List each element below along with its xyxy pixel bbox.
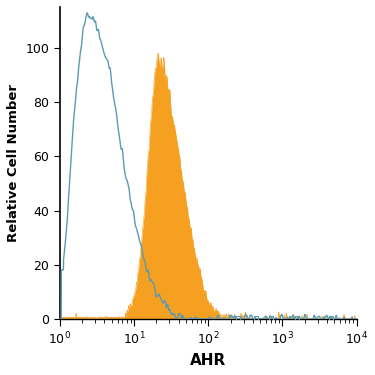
X-axis label: AHR: AHR bbox=[190, 353, 226, 368]
Y-axis label: Relative Cell Number: Relative Cell Number bbox=[7, 84, 20, 242]
